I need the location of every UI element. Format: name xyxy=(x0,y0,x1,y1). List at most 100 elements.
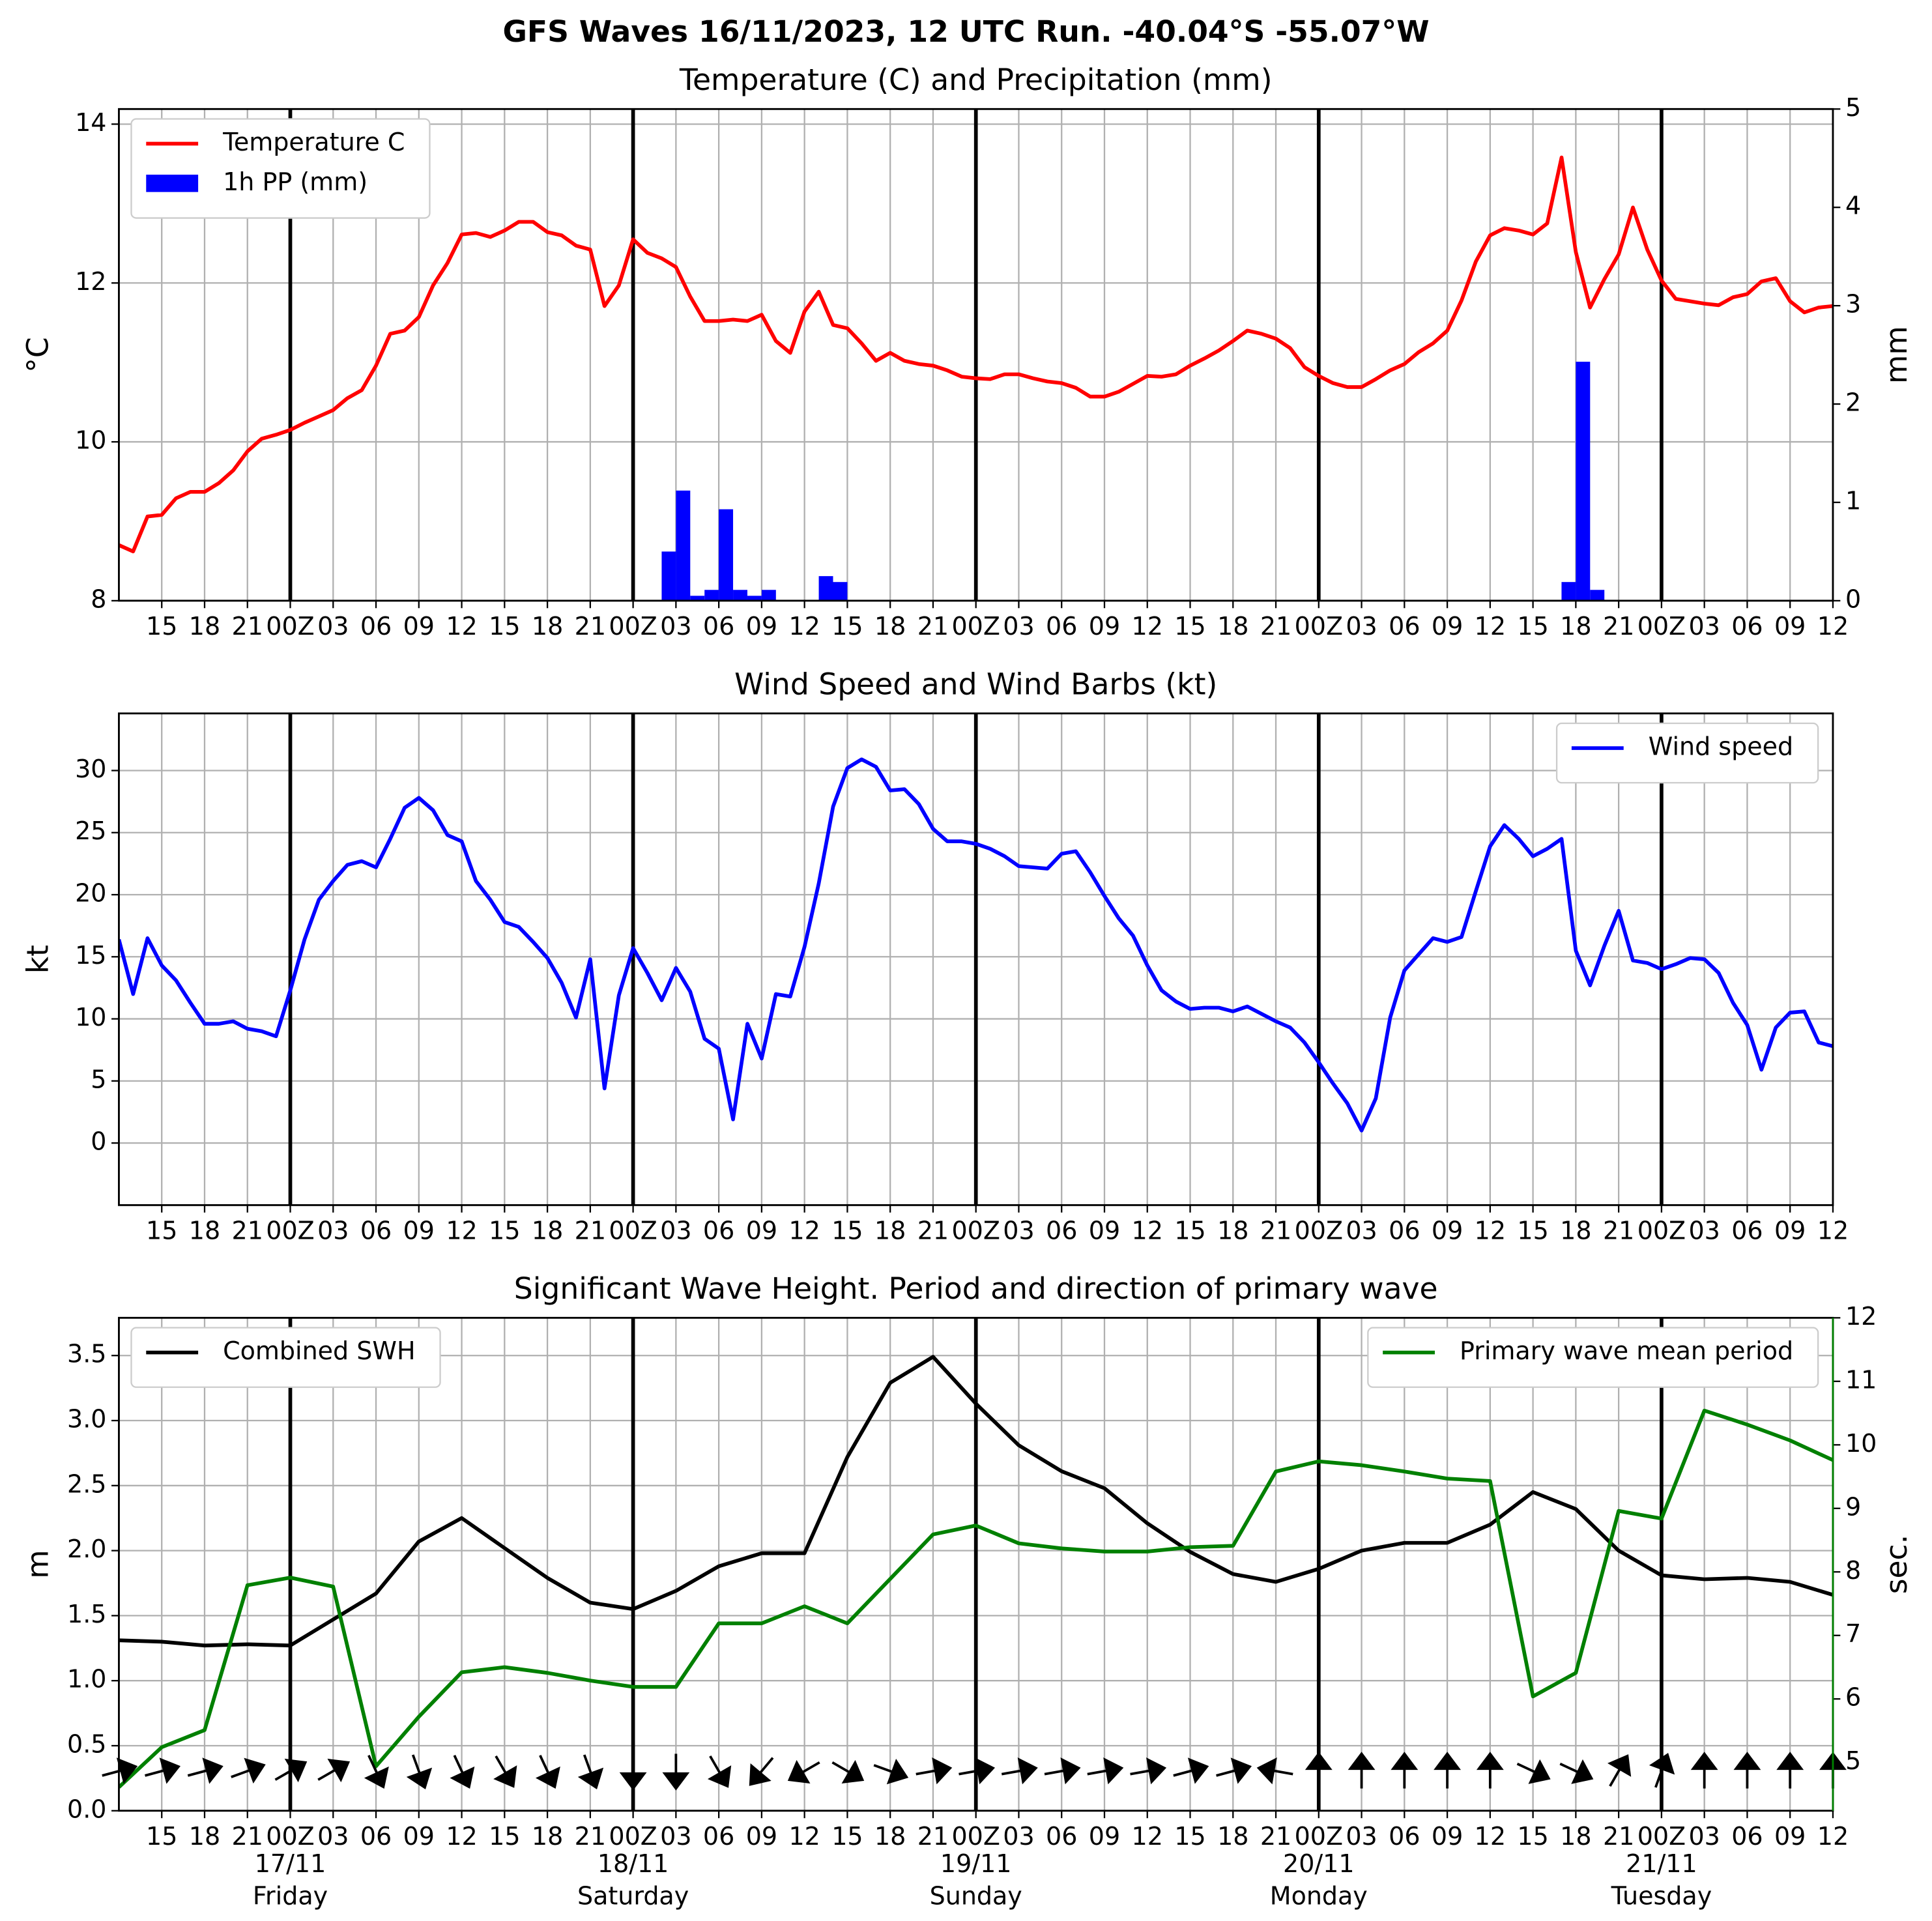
y2-tick-label: 11 xyxy=(1845,1365,1877,1394)
x-tick-label: 09 xyxy=(746,1822,777,1851)
x-tick-label: 03 xyxy=(1346,1822,1377,1851)
direction-arrow xyxy=(274,1758,308,1783)
x-tick-label: 18 xyxy=(1217,1217,1248,1245)
legend: Combined SWH xyxy=(130,1327,441,1388)
x-tick-label: 15 xyxy=(831,1217,863,1245)
line-series xyxy=(119,1355,1833,1648)
x-tick-label: 18 xyxy=(189,612,220,641)
direction-arrow xyxy=(535,1755,560,1789)
x-tick-label: 12 xyxy=(1132,1217,1163,1245)
x-tick-label: 21 xyxy=(232,1217,263,1245)
bar xyxy=(719,509,734,601)
weekday-label: Monday xyxy=(1270,1881,1368,1910)
x-tick-label: 00Z xyxy=(952,1217,1000,1245)
x-tick-label: 15 xyxy=(1517,1822,1548,1851)
x-tick-label: 18 xyxy=(874,612,906,641)
line-series xyxy=(119,1408,1833,1789)
x-tick-label: 09 xyxy=(746,1217,777,1245)
x-tick-label: 03 xyxy=(1688,1217,1720,1245)
x-tick-label: 03 xyxy=(1003,612,1034,641)
x-tick-label: 18 xyxy=(1560,612,1591,641)
x-tick-label: 06 xyxy=(703,1217,734,1245)
x-tick-label: 18 xyxy=(189,1217,220,1245)
y-axis-label: m xyxy=(20,1550,55,1578)
direction-arrow xyxy=(577,1754,604,1789)
x-tick-label: 21 xyxy=(1603,1217,1634,1245)
x-tick-label: 15 xyxy=(831,612,863,641)
x-tick-label: 15 xyxy=(1174,1822,1205,1851)
x-tick-label: 09 xyxy=(1089,1822,1120,1851)
y2-tick-label: 3 xyxy=(1845,290,1861,319)
weekday-label: Saturday xyxy=(577,1881,689,1910)
y-tick-label: 1.0 xyxy=(67,1665,106,1694)
x-tick-label: 18 xyxy=(874,1822,906,1851)
direction-arrow xyxy=(1044,1757,1081,1785)
y2-axis-label: sec. xyxy=(1879,1535,1914,1594)
bar xyxy=(818,576,833,601)
x-tick-label: 09 xyxy=(1089,612,1120,641)
direction-arrow xyxy=(916,1757,953,1785)
legend-label: Primary wave mean period xyxy=(1460,1336,1793,1365)
direction-arrow xyxy=(1690,1752,1718,1789)
direction-arrow xyxy=(831,1759,865,1784)
direction-arrow xyxy=(1305,1752,1333,1789)
x-tick-label: 06 xyxy=(703,1822,734,1851)
y2-tick-label: 9 xyxy=(1845,1492,1861,1521)
y-tick-label: 20 xyxy=(75,879,106,908)
y-tick-label: 2.5 xyxy=(67,1469,106,1498)
x-tick-label: 06 xyxy=(1046,1822,1077,1851)
x-tick-label: 15 xyxy=(831,1822,863,1851)
date-label: 18/11 xyxy=(598,1849,669,1878)
x-tick-label: 15 xyxy=(489,1217,520,1245)
x-tick-label: 06 xyxy=(1731,612,1763,641)
plot-frame xyxy=(118,108,1834,602)
x-tick-label: 15 xyxy=(146,1217,177,1245)
x-tick-label: 21 xyxy=(917,1822,949,1851)
legend-box xyxy=(130,118,431,219)
direction-arrow xyxy=(1001,1757,1038,1785)
direction-arrow xyxy=(1733,1752,1761,1789)
x-tick-label: 12 xyxy=(788,1217,820,1245)
direction-arrow xyxy=(1348,1752,1376,1789)
x-tick-label: 18 xyxy=(189,1822,220,1851)
direction-arrow xyxy=(1559,1759,1594,1784)
direction-arrow xyxy=(1216,1757,1252,1784)
x-tick-label: 00Z xyxy=(952,1822,1000,1851)
x-tick-label: 09 xyxy=(1774,1822,1806,1851)
direction-arrow xyxy=(450,1755,475,1789)
y2-axis-label: mm xyxy=(1879,326,1914,384)
direction-arrow xyxy=(707,1755,732,1788)
y2-tick-label: 12 xyxy=(1845,1302,1877,1331)
x-tick-label: 21 xyxy=(1603,1822,1634,1851)
x-tick-label: 15 xyxy=(489,612,520,641)
y-tick-label: 14 xyxy=(75,108,106,137)
legend: Temperature C 1h PP (mm) xyxy=(130,118,431,219)
x-tick-label: 15 xyxy=(146,1822,177,1851)
y-tick-label: 10 xyxy=(75,1003,106,1032)
x-tick-label: 00Z xyxy=(609,612,657,641)
x-tick-label: 18 xyxy=(1217,612,1248,641)
x-tick-label: 03 xyxy=(1688,612,1720,641)
weekday-label: Tuesday xyxy=(1611,1881,1712,1910)
y2-tick-label: 6 xyxy=(1845,1683,1861,1712)
y-tick-label: 1.5 xyxy=(67,1600,106,1628)
x-tick-label: 00Z xyxy=(609,1822,657,1851)
y-tick-label: 8 xyxy=(91,585,106,613)
x-tick-label: 21 xyxy=(575,1217,606,1245)
x-tick-label: 06 xyxy=(1731,1217,1763,1245)
direction-arrow xyxy=(959,1757,996,1785)
x-tick-label: 12 xyxy=(446,1217,477,1245)
x-tick-label: 09 xyxy=(1432,1217,1463,1245)
y2-tick-label: 0 xyxy=(1845,585,1861,613)
direction-arrow xyxy=(1607,1754,1632,1787)
x-tick-label: 03 xyxy=(1688,1822,1720,1851)
x-tick-label: 21 xyxy=(1603,612,1634,641)
bar xyxy=(690,596,705,601)
x-tick-label: 12 xyxy=(1817,1822,1849,1851)
x-tick-label: 06 xyxy=(1046,612,1077,641)
x-tick-label: 09 xyxy=(403,1217,435,1245)
x-tick-label: 12 xyxy=(788,612,820,641)
legend-box xyxy=(1367,1327,1819,1388)
bar xyxy=(1590,590,1605,601)
